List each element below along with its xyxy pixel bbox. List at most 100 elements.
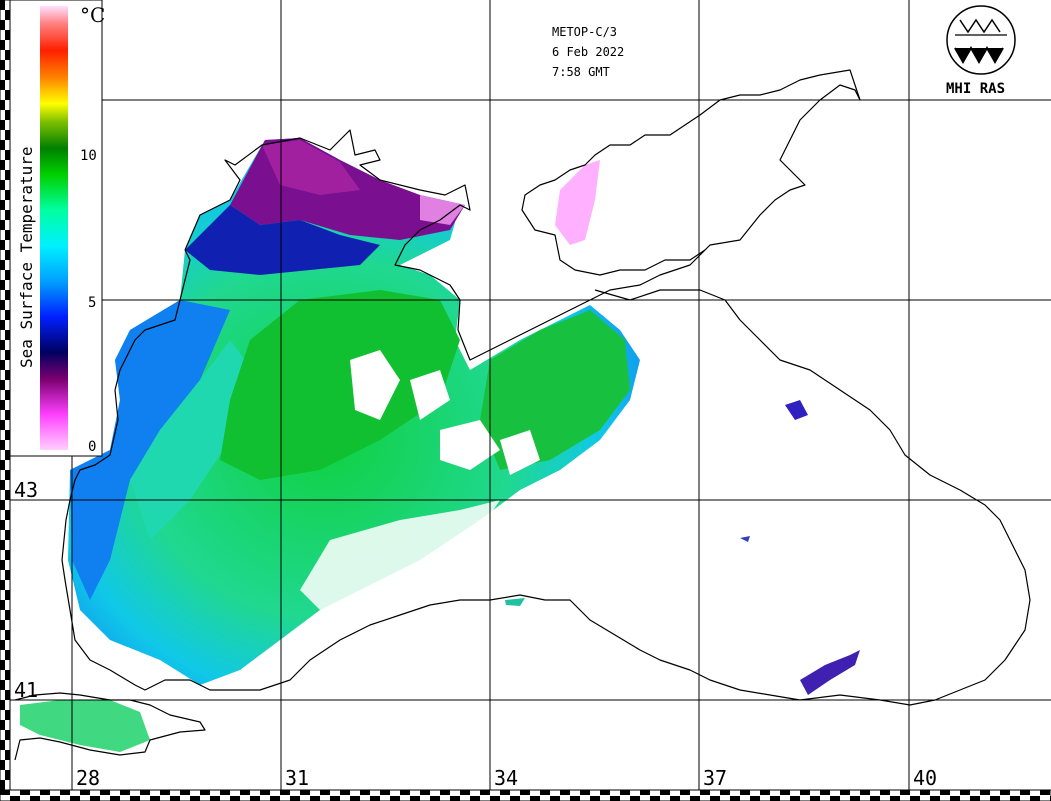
scale-tick [110,796,120,801]
scale-tick [0,320,5,330]
scale-tick [1030,796,1040,801]
scale-tick [720,790,730,795]
scale-tick [5,430,10,440]
scale-tick [260,790,270,795]
scale-tick [0,520,5,530]
scale-tick [10,796,20,801]
scale-tick [0,580,5,590]
latitude-label-43: 43 [14,478,38,502]
scale-tick [710,796,720,801]
scale-tick [5,10,10,20]
scale-tick [0,500,5,510]
scale-tick [170,796,180,801]
scale-tick [90,796,100,801]
scale-tick [610,796,620,801]
scale-tick [0,790,10,795]
scale-tick [830,796,840,801]
scale-tick [5,90,10,100]
scale-tick [300,790,310,795]
scale-tick [0,60,5,70]
scale-tick [5,450,10,460]
scale-tick [5,210,10,220]
scale-tick [340,790,350,795]
scale-tick [500,790,510,795]
scale-tick [480,790,490,795]
scale-tick [380,790,390,795]
scale-tick [5,530,10,540]
longitude-label-37: 37 [703,766,727,790]
scale-tick [0,760,5,770]
colorbar-tick-10: 10 [80,148,97,164]
scale-tick [5,570,10,580]
scale-tick [660,790,670,795]
scale-tick [5,170,10,180]
scale-tick [420,790,430,795]
scale-tick [320,790,330,795]
scale-tick [280,790,290,795]
latitude-labels: 43 41 [14,478,38,702]
scale-tick [5,330,10,340]
scale-tick [5,150,10,160]
scale-tick [350,796,360,801]
scale-tick [0,80,5,90]
scale-tick [0,600,5,610]
scale-tick [750,796,760,801]
scale-tick [460,790,470,795]
scale-tick [5,770,10,780]
scale-tick [5,750,10,760]
scale-tick [730,796,740,801]
longitude-labels: 28 31 34 37 40 [76,766,937,790]
scale-tick [980,790,990,795]
scale-tick [740,790,750,795]
scale-tick [670,796,680,801]
scale-tick [970,796,980,801]
scale-tick [0,540,5,550]
scale-tick [250,796,260,801]
scale-tick [940,790,950,795]
scale-tick [5,650,10,660]
colorbar: °C 10 5 0 Sea Surface Temperature [9,0,105,457]
satellite-name: METOP-C/3 [552,25,617,39]
scale-tick [700,790,710,795]
bottom-scale-bar [0,789,1051,801]
scale-tick [190,796,200,801]
scale-tick [0,440,5,450]
scale-tick [0,400,5,410]
scale-tick [0,300,5,310]
scale-tick [850,796,860,801]
scale-tick [950,796,960,801]
scale-tick [270,796,280,801]
scale-tick [5,270,10,280]
scale-tick [630,796,640,801]
scale-tick [520,790,530,795]
scale-tick [0,100,5,110]
scale-tick [0,380,5,390]
scale-tick [770,796,780,801]
scale-tick [650,796,660,801]
scale-tick [130,796,140,801]
scale-tick [0,660,5,670]
scale-tick [1000,790,1010,795]
pass-info: METOP-C/3 6 Feb 2022 7:58 GMT [552,25,624,79]
scale-tick [0,640,5,650]
scale-tick [5,550,10,560]
pass-time: 7:58 GMT [552,65,610,79]
scale-tick [410,796,420,801]
scale-tick [0,340,5,350]
scale-tick [430,796,440,801]
scale-tick [550,796,560,801]
scale-tick [70,796,80,801]
left-scale-bar [0,0,11,791]
scale-tick [490,796,500,801]
scale-tick [0,0,5,10]
scale-tick [80,790,90,795]
scale-tick [60,790,70,795]
scale-tick [1010,796,1020,801]
scale-tick [5,710,10,720]
scale-tick [5,470,10,480]
scale-tick [5,50,10,60]
scale-tick [0,480,5,490]
scale-tick [930,796,940,801]
scale-tick [440,790,450,795]
